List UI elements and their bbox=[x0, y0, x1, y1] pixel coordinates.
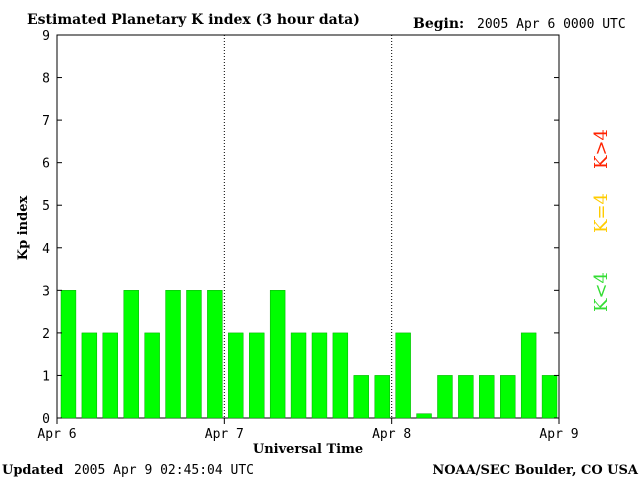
kp-bar bbox=[123, 290, 139, 419]
kp-bar bbox=[437, 375, 453, 419]
y-tick-label: 4 bbox=[42, 242, 50, 257]
kp-bar bbox=[353, 375, 369, 419]
kp-bar bbox=[81, 332, 98, 419]
kp-bar bbox=[60, 290, 77, 419]
y-tick-label: 6 bbox=[42, 157, 50, 172]
kp-bar bbox=[311, 332, 328, 419]
kp-bar bbox=[186, 290, 202, 419]
kp-bar bbox=[102, 332, 118, 419]
y-tick-label: 7 bbox=[42, 114, 50, 129]
y-tick-label: 8 bbox=[42, 72, 50, 87]
y-tick-label: 9 bbox=[42, 29, 50, 44]
plot-frame bbox=[56, 34, 560, 419]
kp-bar bbox=[520, 332, 537, 419]
kp-bar bbox=[479, 375, 495, 419]
y-axis-label: Kp index bbox=[16, 196, 31, 261]
x-tick-label: Apr 7 bbox=[205, 427, 244, 442]
kp-bar bbox=[269, 290, 286, 419]
kp-bar bbox=[228, 332, 244, 419]
kp-bar bbox=[207, 290, 223, 419]
legend-item: K>4 bbox=[591, 129, 612, 169]
y-tick-label: 0 bbox=[42, 412, 50, 427]
kp-bar bbox=[144, 332, 160, 419]
kp-bar bbox=[290, 332, 307, 419]
x-tick-label: Apr 9 bbox=[539, 427, 578, 442]
begin-label: Begin: bbox=[413, 16, 464, 32]
kp-bar bbox=[458, 375, 474, 419]
kp-bar bbox=[541, 375, 558, 419]
chart-title: Estimated Planetary K index (3 hour data… bbox=[27, 12, 360, 28]
begin-value: 2005 Apr 6 0000 UTC bbox=[477, 17, 626, 32]
x-tick-label: Apr 8 bbox=[372, 427, 411, 442]
kp-color-legend: K<4 K=4 K>4 bbox=[591, 129, 612, 312]
kp-bar bbox=[165, 290, 181, 419]
legend-item: K<4 bbox=[591, 272, 612, 312]
updated-value: 2005 Apr 9 02:45:04 UTC bbox=[74, 463, 254, 478]
kp-bar bbox=[249, 332, 265, 419]
y-tick-label: 1 bbox=[42, 369, 50, 384]
y-tick-label: 5 bbox=[42, 199, 50, 214]
y-tick-label: 2 bbox=[42, 327, 50, 342]
y-tick-label: 3 bbox=[42, 284, 50, 299]
kp-bar bbox=[374, 375, 390, 419]
kp-bar bbox=[500, 375, 516, 419]
kp-bar bbox=[332, 332, 349, 419]
plot-area: 0 1 2 3 4 5 6 7 8 9 Apr 6 Apr 7 Apr 8 Apr 9 bbox=[37, 29, 578, 442]
x-tick-label: Apr 6 bbox=[37, 427, 76, 442]
updated-label: Updated bbox=[2, 463, 63, 478]
legend-item: K=4 bbox=[591, 193, 612, 233]
kp-bar bbox=[416, 413, 432, 419]
kp-bar bbox=[395, 332, 411, 419]
credit-text: NOAA/SEC Boulder, CO USA bbox=[432, 463, 639, 478]
x-axis-label: Universal Time bbox=[253, 442, 363, 457]
